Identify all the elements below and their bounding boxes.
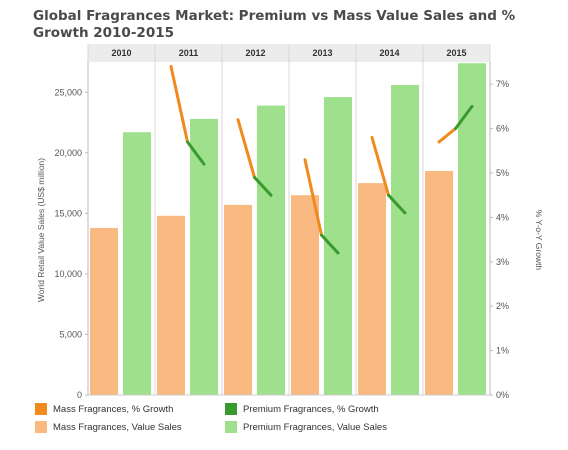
axes-group: 0 5,000 10,000 15,000 20,000 25,000 0% 1% 2% 3% 4%… bbox=[54, 62, 509, 400]
y2-axis-label: % Y-o-Y Growth bbox=[534, 210, 544, 271]
y2-tick-label: 7% bbox=[496, 79, 509, 89]
year-label: 2011 bbox=[179, 48, 199, 58]
legend-label: Mass Fragrances, Value Sales bbox=[53, 421, 182, 433]
mass-growth-line bbox=[236, 118, 256, 179]
premium-growth-line bbox=[320, 233, 340, 255]
year-label: 2012 bbox=[245, 48, 265, 58]
y-tick-label: 25,000 bbox=[54, 87, 82, 97]
y2-tick-label: 4% bbox=[496, 212, 509, 222]
y2-tick-label: 1% bbox=[496, 346, 509, 356]
premium-growth-line bbox=[186, 140, 206, 166]
mass-value-bar bbox=[90, 227, 118, 395]
premium-growth-line bbox=[387, 193, 407, 215]
bars-group bbox=[90, 63, 486, 396]
y2-tick-label: 0% bbox=[496, 390, 509, 400]
y-axis-label: World Retail Value Sales (US$ million) bbox=[36, 158, 46, 302]
mass-value-bar bbox=[224, 204, 252, 395]
mass-growth-line bbox=[370, 135, 390, 197]
premium-growth-line bbox=[454, 104, 474, 131]
mass-value-bar bbox=[358, 183, 386, 395]
year-label: 2015 bbox=[446, 48, 466, 58]
premium-value-bar bbox=[123, 132, 151, 395]
mass-value-bar bbox=[425, 170, 453, 395]
premium-value-bar bbox=[458, 63, 486, 396]
growth-lines-group bbox=[169, 64, 474, 255]
legend-swatch-mass-sales bbox=[35, 421, 47, 433]
chart-title: Global Fragrances Market: Premium vs Mas… bbox=[33, 8, 516, 41]
y-tick-label: 0 bbox=[77, 390, 82, 400]
premium-growth-line bbox=[253, 175, 273, 197]
mass-value-bar bbox=[291, 195, 319, 395]
legend-swatch-mass-growth bbox=[35, 403, 47, 415]
premium-value-bar bbox=[324, 97, 352, 395]
y-tick-label: 5,000 bbox=[59, 329, 82, 339]
mass-growth-line bbox=[169, 64, 189, 144]
legend-label: Mass Fragrances, % Growth bbox=[53, 403, 174, 415]
y-tick-label: 15,000 bbox=[54, 208, 82, 218]
premium-value-bar bbox=[391, 85, 419, 396]
y2-tick-label: 5% bbox=[496, 168, 509, 178]
legend-item-premium-growth: Premium Fragrances, % Growth bbox=[225, 403, 379, 415]
legend-label: Premium Fragrances, Value Sales bbox=[243, 421, 387, 433]
legend-label: Premium Fragrances, % Growth bbox=[243, 403, 379, 415]
legend-swatch-premium-growth bbox=[225, 403, 237, 415]
y2-tick-label: 6% bbox=[496, 124, 509, 134]
y-tick-label: 10,000 bbox=[54, 269, 82, 279]
mass-growth-line bbox=[303, 158, 323, 237]
legend-item-mass-sales: Mass Fragrances, Value Sales bbox=[35, 421, 182, 433]
legend-swatch-premium-sales bbox=[225, 421, 237, 433]
year-label: 2010 bbox=[111, 48, 131, 58]
legend-item-premium-sales: Premium Fragrances, Value Sales bbox=[225, 421, 387, 433]
premium-value-bar bbox=[257, 105, 285, 396]
y2-tick-label: 2% bbox=[496, 301, 509, 311]
mass-growth-line bbox=[437, 127, 457, 144]
mass-value-bar bbox=[157, 215, 185, 395]
y2-tick-label: 3% bbox=[496, 257, 509, 267]
legend-item-mass-growth: Mass Fragrances, % Growth bbox=[35, 403, 173, 415]
premium-value-bar bbox=[190, 118, 218, 396]
y-tick-label: 20,000 bbox=[54, 148, 82, 158]
year-label: 2013 bbox=[312, 48, 332, 58]
year-label: 2014 bbox=[379, 48, 399, 58]
